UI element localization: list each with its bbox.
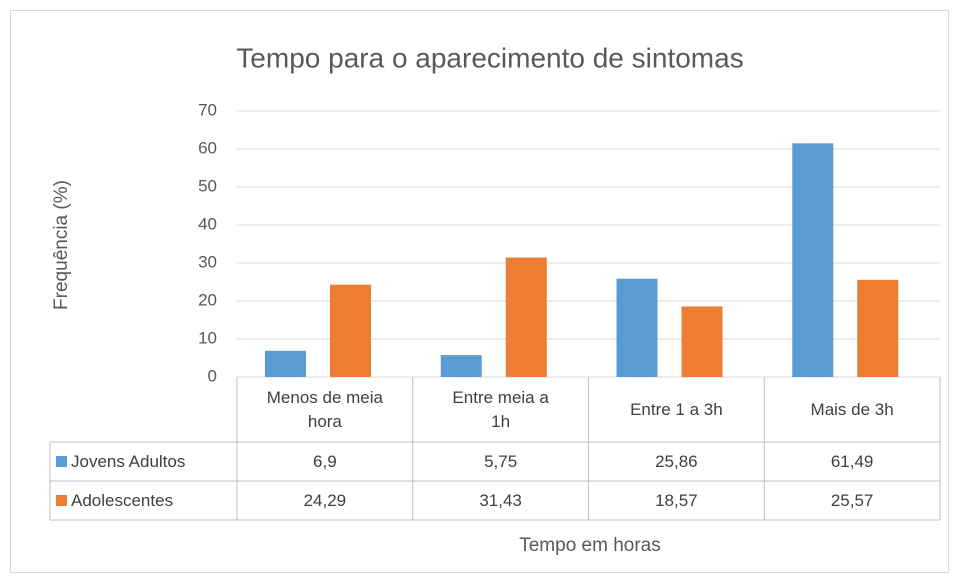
x-tick-label: Entre meia a 1h	[452, 387, 549, 431]
chart-title: Tempo para o aparecimento de sintomas	[236, 42, 743, 73]
data-label: 24,29	[303, 490, 347, 510]
bar	[857, 279, 899, 377]
data-label: 25,86	[655, 451, 698, 471]
y-tick-label: 0	[208, 366, 217, 385]
y-tick-label: 20	[198, 290, 217, 309]
data-label: 31,43	[479, 490, 522, 510]
bar	[265, 350, 306, 377]
x-tick-label: Mais de 3h	[810, 399, 894, 419]
legend-label: Adolescentes	[71, 490, 174, 510]
legend-item: Jovens Adultos	[50, 442, 237, 481]
y-tick-label: 10	[198, 328, 217, 347]
data-label: 18,57	[655, 490, 698, 510]
legend-swatch	[56, 456, 67, 467]
chart-border	[10, 10, 949, 573]
legend-label: Jovens Adultos	[71, 451, 186, 471]
y-tick-label: 50	[198, 176, 217, 195]
bar	[616, 278, 658, 377]
bar	[792, 143, 834, 377]
y-axis-title: Frequência (%)	[51, 180, 72, 310]
x-axis-title: Tempo em horas	[519, 535, 661, 556]
x-tick-label: Menos de meia hora	[266, 387, 383, 431]
data-label: 25,57	[830, 490, 874, 510]
y-tick-label: 70	[198, 100, 217, 119]
legend-item: Adolescentes	[50, 481, 237, 520]
bar	[505, 257, 547, 377]
data-label: 6,9	[313, 451, 337, 471]
legend-swatch	[56, 495, 67, 506]
y-tick-label: 30	[198, 252, 217, 271]
bar	[681, 306, 723, 377]
bar	[330, 284, 371, 377]
bar	[440, 355, 482, 377]
data-label: 61,49	[830, 451, 874, 471]
x-tick-label: Entre 1 a 3h	[630, 399, 723, 419]
data-label: 5,75	[484, 451, 518, 471]
y-tick-label: 40	[198, 214, 217, 233]
y-tick-label: 60	[198, 138, 217, 157]
